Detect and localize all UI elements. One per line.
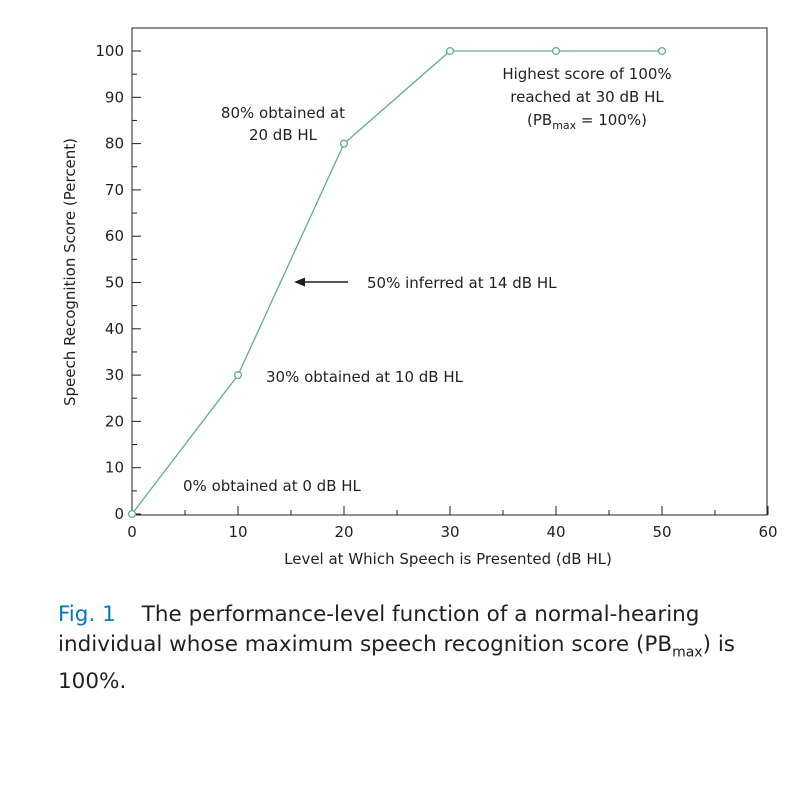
y-axis-title: Speech Recognition Score (Percent) [61,138,79,406]
caption-subscript: max [672,644,703,661]
y-axis-ticks: 0 10 20 30 40 50 60 70 80 90 100 [95,42,141,523]
annotation-highest-line2: reached at 30 dB HL [510,88,664,106]
data-point [233,371,243,380]
y-tick-label: 40 [105,320,124,338]
annotation-thirty: 30% obtained at 10 dB HL [266,368,464,386]
y-tick-label: 90 [105,88,124,106]
x-tick-label: 50 [652,523,671,541]
annotation-eighty-line2: 20 dB HL [249,126,318,144]
data-point [657,46,667,56]
x-tick-label: 20 [334,523,353,541]
data-point [127,509,137,519]
figure-label: Fig. 1 [58,602,116,627]
figure-caption: Fig. 1 The performance-level function of … [58,600,783,697]
y-tick-label: 10 [105,459,124,477]
y-tick-label: 0 [114,505,124,523]
plot-frame [131,27,768,516]
y-tick-label: 50 [105,274,124,292]
annotation-fifty: 50% inferred at 14 dB HL [367,274,557,292]
y-tick-label: 70 [105,181,124,199]
y-tick-label: 60 [105,227,124,245]
y-tick-label: 100 [95,42,124,60]
x-axis-ticks: 0 10 20 30 40 50 60 [127,506,778,541]
annotation-eighty-line1: 80% obtained at [221,104,345,122]
data-point [339,139,349,148]
data-point [445,46,455,56]
x-tick-label: 60 [758,523,777,541]
x-tick-label: 40 [546,523,565,541]
arrow-left-icon [294,277,348,287]
x-tick-label: 10 [228,523,247,541]
y-tick-label: 20 [105,412,124,430]
data-point [551,46,561,56]
annotation-zero: 0% obtained at 0 dB HL [183,477,362,495]
y-tick-label: 30 [105,366,124,384]
annotation-highest-line3: (PBmax = 100%) [527,111,647,132]
chart: 0 10 20 30 40 50 60 70 80 90 100 0 10 20 30 40 50 60 Lev… [61,27,778,568]
annotation-highest-line1: Highest score of 100% [502,65,671,83]
caption-text-before: The performance-level function of a norm… [58,602,700,657]
caption-text-after: ) is 100%. [58,632,736,695]
y-tick-label: 80 [105,135,124,153]
x-tick-label: 30 [440,523,459,541]
series-points [127,46,667,519]
x-tick-label: 0 [127,523,137,541]
series-line [131,50,662,515]
x-axis-title: Level at Which Speech is Presented (dB H… [284,550,612,568]
